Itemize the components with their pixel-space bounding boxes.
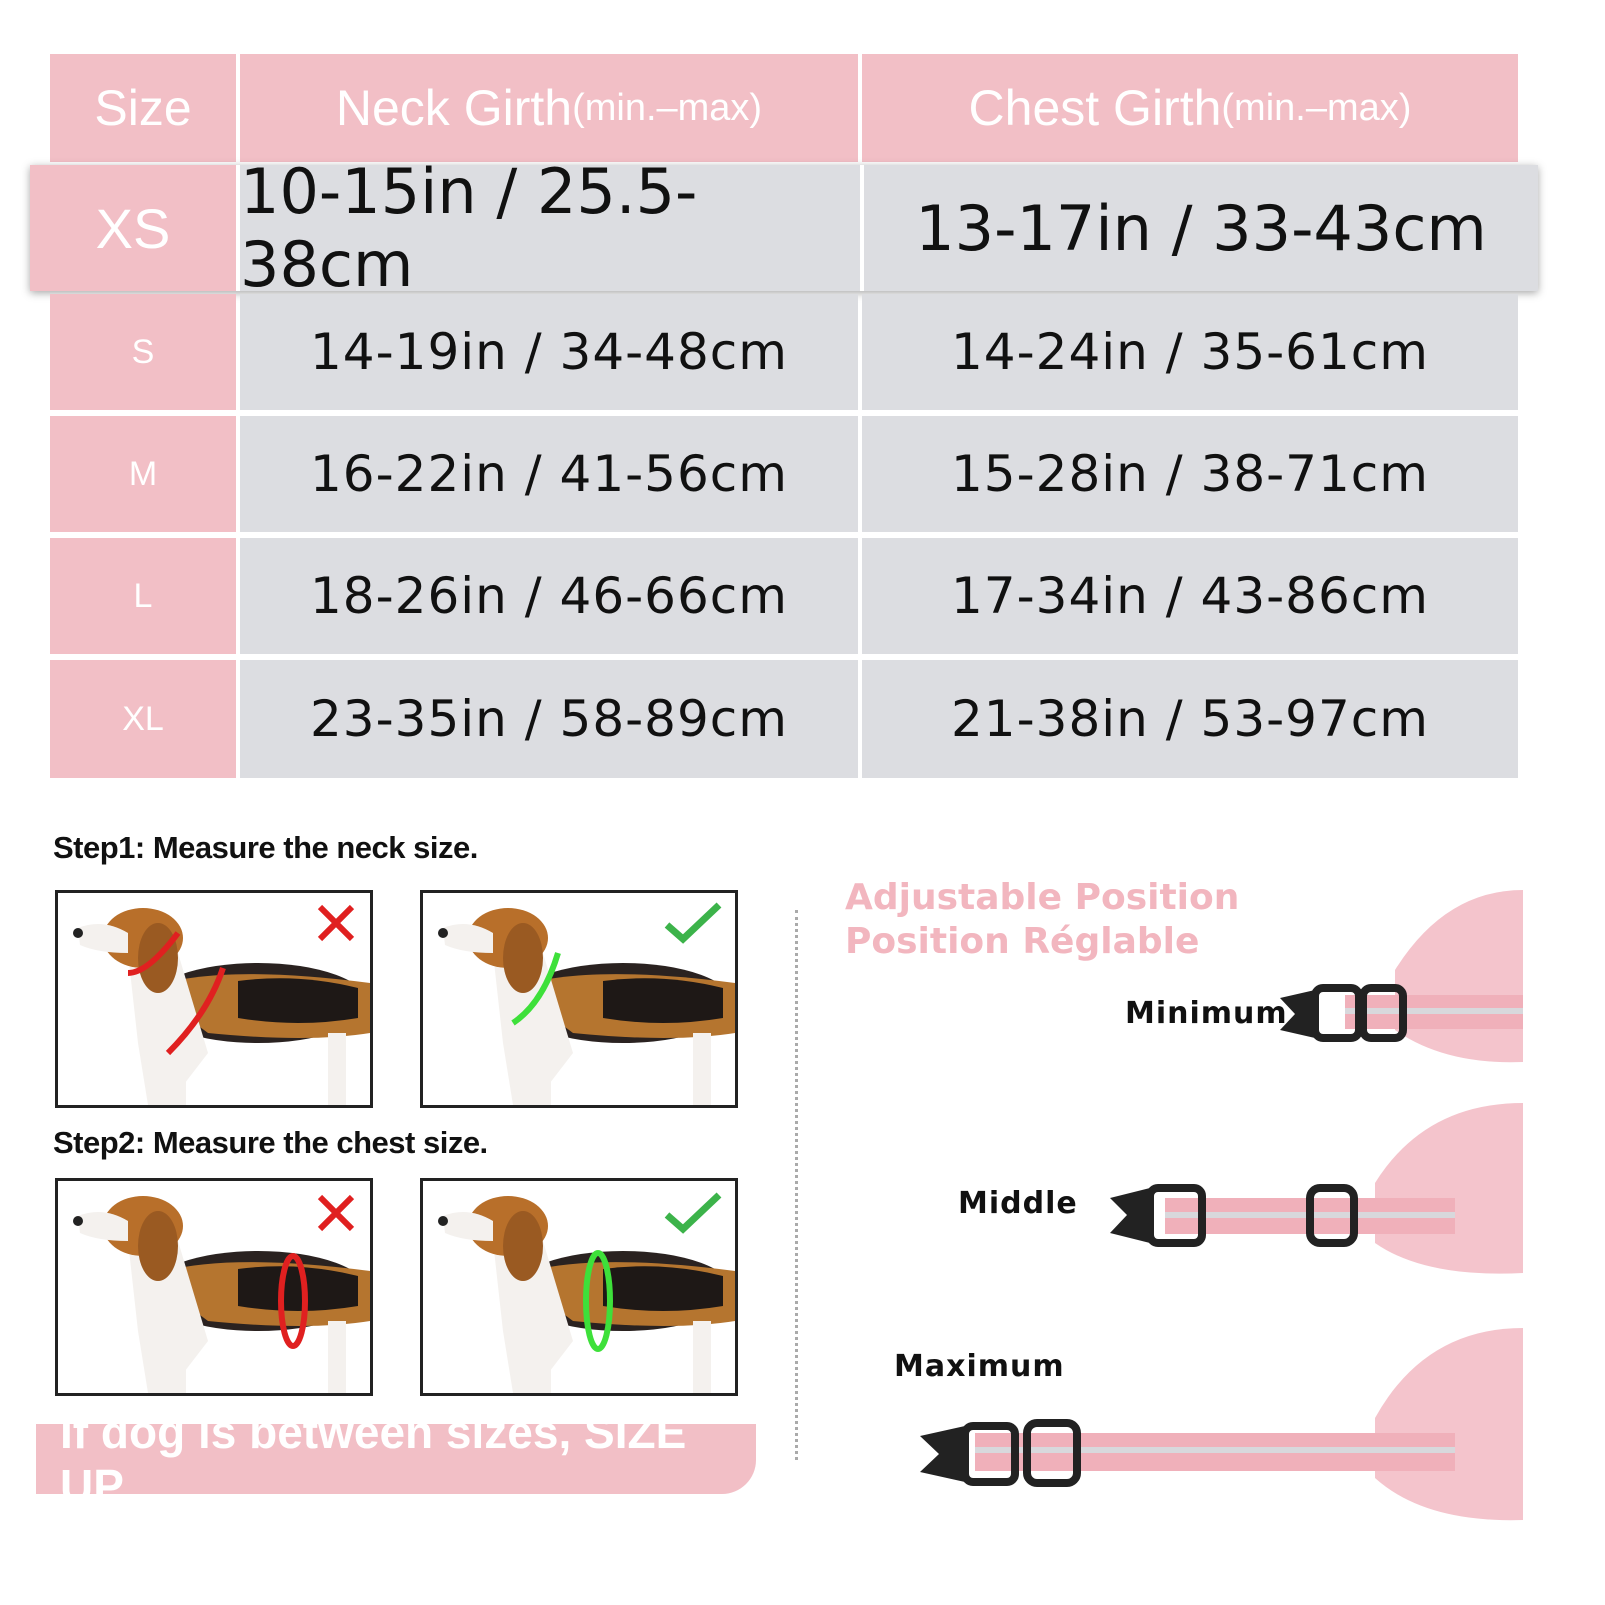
beagle-photo [423,893,735,1105]
header-size-label: Size [94,80,192,136]
neck-cell: 14-19in / 34-48cm [240,294,858,410]
harness-maximum-image [920,1328,1523,1521]
beagle-image [73,1196,370,1393]
beagle-photo [58,893,370,1105]
position-minimum-label: Minimum [1125,996,1288,1031]
header-chest-sub: (min.–max) [1221,86,1412,129]
header-neck-label: Neck Girth [335,80,573,136]
header-size: Size [50,54,236,162]
check-icon [664,1192,722,1234]
neck-cell: 23-35in / 58-89cm [240,660,858,778]
measure-tape-red [278,1253,308,1349]
neck-cell: 16-22in / 41-56cm [240,416,858,532]
dotted-divider [795,910,798,1460]
adjustable-title-fr: Position Réglable [845,921,1200,962]
chest-cell: 14-24in / 35-61cm [862,294,1518,410]
size-cell: M [50,416,236,532]
measure-tape-red [127,931,226,1056]
size-cell: L [50,538,236,654]
position-maximum-label: Maximum [894,1349,1065,1384]
neck-cell: 18-26in / 46-66cm [240,538,858,654]
measure-tape-green [511,952,561,1026]
step1-label: Step1: Measure the neck size. [53,830,478,865]
neck-cell: 10-15in / 25.5-38cm [240,155,860,301]
check-icon [664,902,722,944]
chest-cell: 13-17in / 33-43cm [864,165,1538,291]
chest-cell: 21-38in / 53-97cm [862,660,1518,778]
photo-neck-wrong [55,890,373,1108]
photo-chest-wrong [55,1178,373,1396]
chest-cell: 17-34in / 43-86cm [862,538,1518,654]
beagle-photo [423,1181,735,1393]
table-row-xs: XS 10-15in / 25.5-38cm 13-17in / 33-43cm [30,155,1538,301]
size-cell: XL [50,660,236,778]
beagle-image [73,908,370,1105]
position-middle-label: Middle [958,1186,1078,1221]
header-neck-sub: (min.–max) [572,86,763,129]
header-chest: Chest Girth (min.–max) [862,54,1518,162]
adjustable-title: Adjustable Position Position Réglable [845,876,1239,964]
photo-chest-right [420,1178,738,1396]
beagle-image [438,1196,735,1393]
beagle-image [438,908,735,1105]
harness-minimum-image [1280,890,1523,1063]
header-chest-label: Chest Girth [968,80,1222,136]
step2-label: Step2: Measure the chest size. [53,1125,488,1160]
cross-icon [317,1194,355,1232]
measure-tape-green [583,1250,613,1352]
beagle-photo [58,1181,370,1393]
header-neck: Neck Girth (min.–max) [240,54,858,162]
size-up-banner: If dog is between sizes, SIZE UP [36,1406,756,1512]
chest-cell: 15-28in / 38-71cm [862,416,1518,532]
adjustable-title-en: Adjustable Position [845,877,1240,918]
cross-icon [317,904,355,942]
harness-middle-image [1110,1103,1523,1274]
photo-neck-right [420,890,738,1108]
size-cell: XS [30,165,236,291]
size-cell: S [50,294,236,410]
